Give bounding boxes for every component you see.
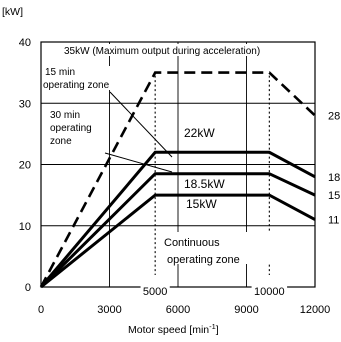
y-tick-label: 0 [25,282,31,294]
x-tick-label: 12000 [300,304,331,316]
zone-30min-label: 30 min [50,110,80,121]
series-end-label: 18 [328,172,340,184]
series-line [40,193,316,289]
y-axis-label: [kW] [2,6,23,18]
annotations [104,75,270,275]
series-end-label: 11 [328,215,339,227]
x-tick-label: 0 [38,304,44,316]
series-end-label: 28 [328,111,340,123]
series [39,71,316,289]
x-tick-label: 9000 [234,304,258,316]
max-output-label-bg [62,44,312,56]
base-speed-label: 5000 [143,286,167,298]
max-output-label: 35kW (Maximum output during acceleration… [64,46,260,57]
x-tick-label: 3000 [97,304,121,316]
series-line [39,150,316,288]
zone-15min-bg [43,66,135,90]
base-speed-label-bg [140,285,170,297]
base-speed-label: 10000 [254,286,285,298]
continuous-zone-label: Continuous [164,237,220,249]
series-line [39,71,316,288]
continuous-zone-label: operating zone [167,254,240,266]
zone-15min-pointer [109,91,173,158]
x-axis-label: Motor speed [min-1] [128,322,219,336]
base-speed-label-bg [251,285,288,297]
label-15kw: 15kW [186,197,217,211]
y-tick-label: 30 [19,98,31,110]
series-end-label: 15 [328,190,340,202]
y-tick-label: 40 [19,37,31,49]
zone-30min-bg [48,108,103,146]
zone-30min-pointer [104,152,173,173]
zone-30min-label: zone [50,136,72,147]
labels: 5000 10000 28 18 15 11 35kW (Maximum output du… [43,44,340,298]
zone-15min-label: operating zone [43,80,110,91]
zone-30min-label: operating [50,123,92,134]
y-tick-label: 10 [19,221,31,233]
label-22kw: 22kW [184,126,215,140]
plot-frame [40,41,316,288]
x-tick-label: 6000 [166,304,190,316]
label-18-5kw: 18.5kW [184,177,225,191]
series-line [39,172,316,289]
axes: 0 3000 6000 9000 12000 0 10 20 30 40 [19,37,331,316]
zone-15min-label: 15 min [45,67,75,78]
y-tick-label: 20 [19,160,31,172]
continuous-zone-bg [162,232,272,264]
